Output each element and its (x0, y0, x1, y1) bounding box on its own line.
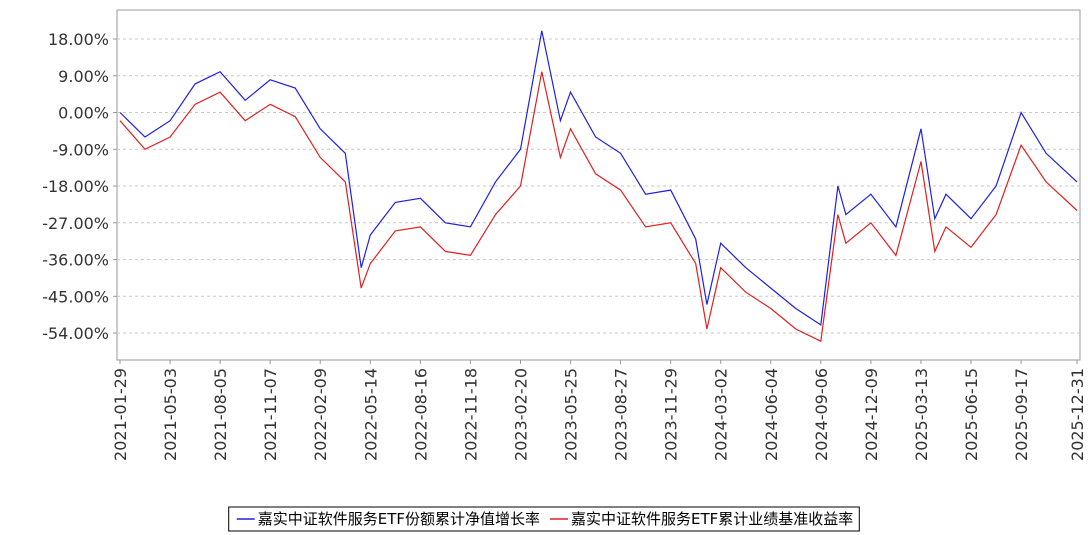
x-tick-label: 2024-03-02 (712, 368, 731, 461)
y-tick-label: 18.00% (48, 30, 109, 49)
x-tick-label: 2022-02-09 (311, 368, 330, 461)
y-tick-label: -18.00% (42, 177, 109, 196)
x-tick-label: 2023-05-25 (562, 368, 581, 461)
x-tick-label: 2021-05-03 (161, 368, 180, 461)
series-line (119, 71, 1078, 343)
x-tick-label: 2021-01-29 (111, 368, 130, 461)
x-tick-label: 2025-03-13 (912, 368, 931, 461)
x-tick-label: 2025-06-15 (962, 368, 981, 461)
legend-label: 嘉实中证软件服务ETF累计业绩基准收益率 (571, 510, 853, 528)
x-tick-label: 2021-11-07 (261, 368, 280, 461)
legend: 嘉实中证软件服务ETF份额累计净值增长率 嘉实中证软件服务ETF累计业绩基准收益率 (228, 506, 860, 532)
x-tick-label: 2021-08-05 (211, 368, 230, 461)
x-tick-label: 2024-09-06 (812, 368, 831, 461)
y-tick-label: -54.00% (42, 324, 109, 343)
x-tick-label: 2022-08-16 (411, 368, 430, 461)
y-tick-label: 9.00% (58, 67, 109, 86)
y-tick-label: -27.00% (42, 214, 109, 233)
plot-area (116, 9, 1081, 361)
x-tick-label: 2025-12-31 (1068, 368, 1087, 461)
y-tick-label: -9.00% (52, 140, 109, 159)
x-tick-label: 2022-11-18 (461, 368, 480, 461)
x-tick-label: 2024-12-09 (862, 368, 881, 461)
x-tick-label: 2025-09-17 (1012, 368, 1031, 461)
x-tick-label: 2023-08-27 (612, 368, 631, 461)
legend-label: 嘉实中证软件服务ETF份额累计净值增长率 (258, 510, 540, 528)
x-tick-label: 2022-05-14 (361, 368, 380, 461)
y-tick-label: -45.00% (42, 287, 109, 306)
y-tick-label: -36.00% (42, 251, 109, 270)
y-tick-label: 0.00% (58, 104, 109, 123)
x-tick-label: 2024-06-04 (762, 368, 781, 461)
legend-box (228, 506, 860, 532)
series-line (119, 30, 1078, 326)
x-tick-label: 2023-02-20 (511, 368, 530, 461)
x-tick-label: 2023-11-29 (662, 368, 681, 461)
